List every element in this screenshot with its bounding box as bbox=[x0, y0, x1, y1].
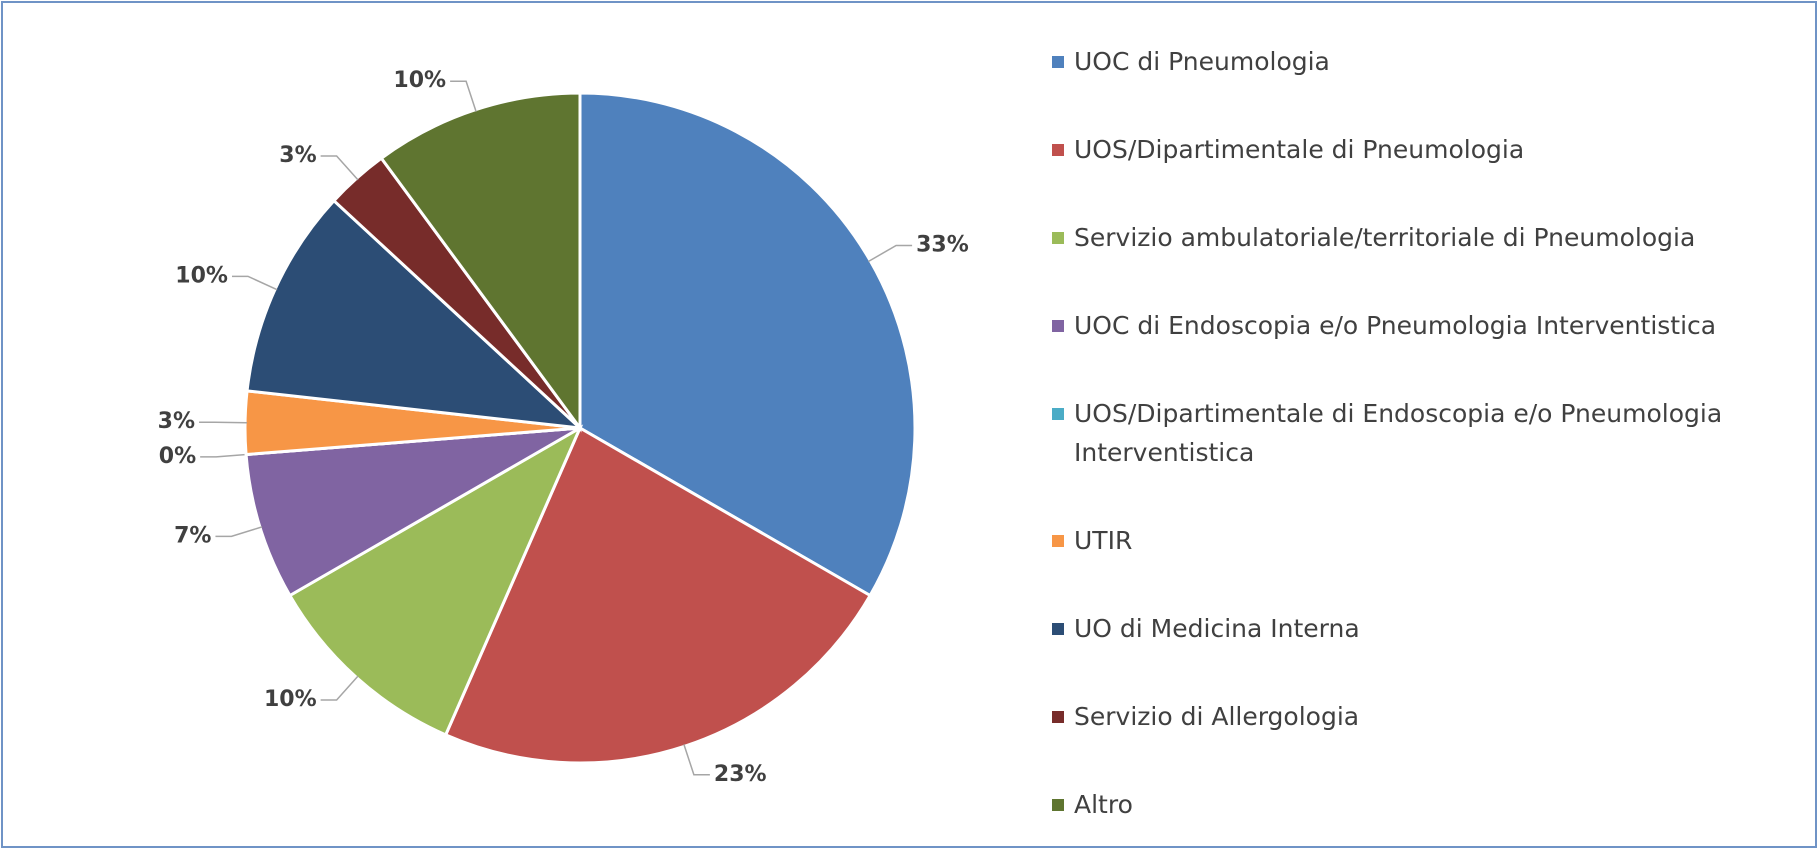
legend-entry: UOC di Pneumologia bbox=[1052, 42, 1792, 81]
legend-label: Servizio di Allergologia bbox=[1074, 702, 1360, 731]
legend-swatch bbox=[1052, 232, 1064, 244]
legend-swatch bbox=[1052, 711, 1064, 723]
legend-entry: Servizio di Allergologia bbox=[1052, 697, 1792, 736]
data-label: 10% bbox=[393, 68, 446, 93]
leader-line bbox=[320, 675, 359, 701]
legend-entry: UOC di Endoscopia e/o Pneumologia Interv… bbox=[1052, 306, 1792, 345]
data-label: 33% bbox=[916, 233, 969, 258]
data-label: 7% bbox=[174, 523, 211, 548]
data-label: 3% bbox=[279, 143, 316, 168]
legend-label: Servizio ambulatoriale/territoriale di P… bbox=[1074, 223, 1696, 252]
leader-line bbox=[868, 244, 913, 263]
leader-line bbox=[199, 421, 248, 424]
leader-line bbox=[683, 744, 710, 776]
data-label: 10% bbox=[175, 263, 228, 288]
legend-swatch bbox=[1052, 144, 1064, 156]
leader-line bbox=[215, 526, 263, 538]
legend-label: UOS/Dipartimentale di Pneumologia bbox=[1074, 135, 1525, 164]
legend-label: UOS/Dipartimentale di Endoscopia e/o Pne… bbox=[1074, 399, 1723, 467]
legend-swatch bbox=[1052, 623, 1064, 635]
legend-label: UO di Medicina Interna bbox=[1074, 614, 1360, 643]
legend-swatch bbox=[1052, 56, 1064, 68]
legend-label: UTIR bbox=[1074, 526, 1133, 555]
legend-swatch bbox=[1052, 799, 1064, 811]
leader-line bbox=[450, 80, 477, 112]
legend-swatch bbox=[1052, 535, 1064, 547]
legend-label: UOC di Pneumologia bbox=[1074, 47, 1330, 76]
data-label: 3% bbox=[158, 409, 195, 434]
legend-entry: UTIR bbox=[1052, 521, 1792, 560]
legend-label: Altro bbox=[1074, 790, 1133, 819]
legend-entry: UOS/Dipartimentale di Pneumologia bbox=[1052, 130, 1792, 169]
legend: UOC di Pneumologia UOS/Dipartimentale di … bbox=[1052, 42, 1792, 824]
data-label: 23% bbox=[714, 762, 767, 787]
pie-chart: 33% 23% 10% 7% 0% 3% 10% 3% 10% bbox=[158, 68, 969, 787]
legend-entry: Altro bbox=[1052, 785, 1792, 824]
leader-line bbox=[200, 453, 249, 458]
leader-line bbox=[231, 275, 278, 291]
legend-entry: Servizio ambulatoriale/territoriale di P… bbox=[1052, 218, 1792, 257]
legend-swatch bbox=[1052, 320, 1064, 332]
legend-label: UOC di Endoscopia e/o Pneumologia Interv… bbox=[1074, 311, 1717, 340]
legend-entry: UOS/Dipartimentale di Endoscopia e/o Pne… bbox=[1052, 394, 1792, 472]
legend-entry: UO di Medicina Interna bbox=[1052, 609, 1792, 648]
legend-swatch bbox=[1052, 408, 1064, 420]
data-label: 10% bbox=[264, 687, 317, 712]
leader-line bbox=[320, 155, 359, 181]
data-label: 0% bbox=[159, 444, 196, 469]
